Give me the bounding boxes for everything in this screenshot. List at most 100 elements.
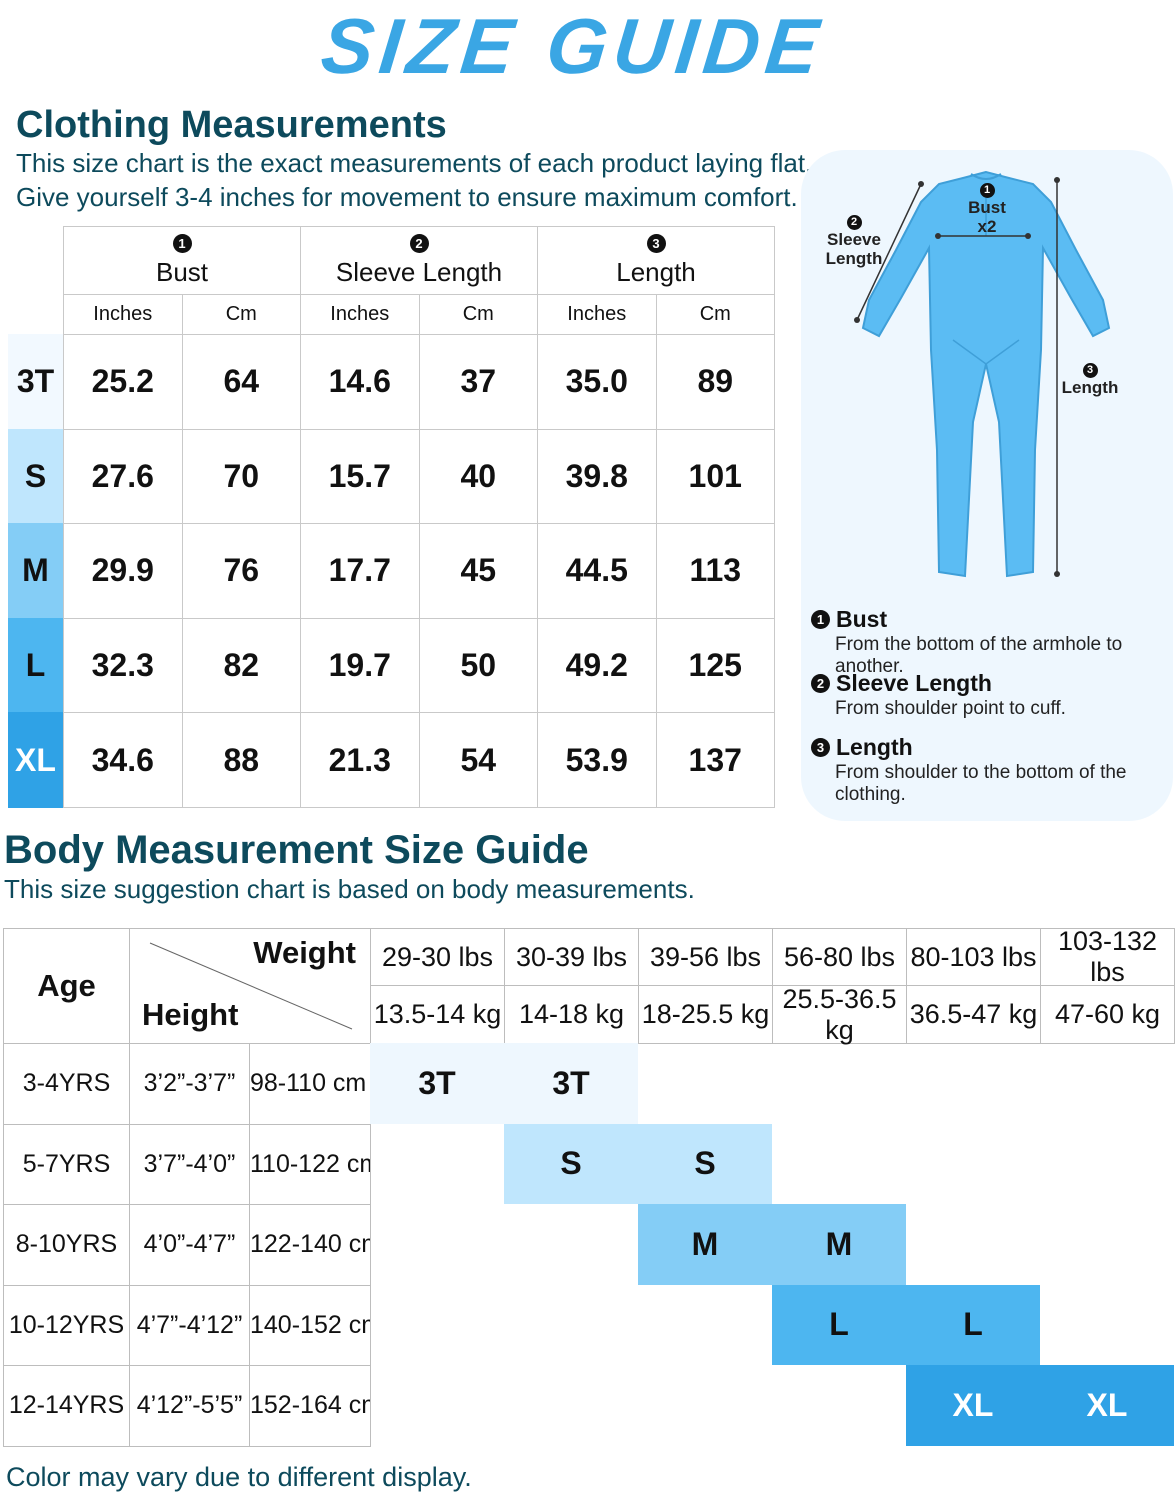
age-cell: 5-7YRS (3, 1123, 130, 1205)
clothing-value-cell: 64 (181, 334, 301, 430)
clothing-desc-line2: Give yourself 3-4 inches for movement to… (16, 182, 798, 212)
weight-kg-header: 36.5-47 kg (906, 985, 1041, 1044)
clothing-unit-header: Cm (418, 294, 538, 335)
clothing-value-cell: 101 (655, 428, 775, 525)
bust-multiplier: x2 (977, 217, 997, 236)
legend-title: 2 Sleeve Length (811, 670, 992, 697)
weight-label: Weight (253, 935, 356, 970)
weight-kg-header: 13.5-14 kg (370, 985, 505, 1044)
size-fill-cell: L (772, 1284, 906, 1365)
weight-kg-header: 14-18 kg (504, 985, 639, 1044)
clothing-value-cell: 45 (418, 523, 538, 619)
legend-title-text: Bust (836, 606, 888, 632)
clothing-value-cell: 37 (418, 334, 538, 430)
clothing-desc-line1: This size chart is the exact measurement… (16, 148, 813, 178)
clothing-value-cell: 76 (181, 523, 301, 619)
age-cell: 8-10YRS (3, 1204, 130, 1286)
clothing-value-cell: 29.9 (63, 523, 183, 619)
clothing-size-label: 3T (8, 334, 63, 430)
length-number-icon: 3 (1082, 363, 1098, 378)
bust-number-icon: 1 (979, 183, 995, 198)
clothing-value-cell: 19.7 (300, 617, 420, 714)
measure-number-icon: 1 (172, 233, 192, 253)
size-fill-cell: S (504, 1123, 638, 1204)
clothing-size-label: L (8, 617, 63, 714)
legend-title-text: Length (836, 734, 913, 760)
sleeve-line (856, 183, 922, 321)
legend-desc: From the bottom of the armhole to anothe… (835, 634, 1123, 677)
bust-label-text: Bust (968, 198, 1006, 217)
size-fill-cell: M (638, 1204, 772, 1285)
clothing-value-cell: 21.3 (300, 712, 420, 808)
height-ft-cell: 3’2”-3’7” (129, 1043, 250, 1125)
weight-lbs-header: 103-132 lbs (1040, 926, 1175, 987)
weight-lbs-header: 80-103 lbs (906, 928, 1041, 986)
size-fill-cell: XL (1040, 1365, 1174, 1446)
body-heading: Body Measurement Size Guide (4, 828, 589, 872)
clothing-value-cell: 17.7 (300, 523, 420, 619)
age-cell: 12-14YRS (3, 1365, 130, 1447)
clothing-value-cell: 44.5 (537, 523, 657, 619)
measure-number-icon: 2 (409, 233, 429, 253)
clothing-value-cell: 70 (181, 428, 301, 525)
age-header: Age (3, 928, 130, 1044)
height-label: Height (142, 997, 239, 1032)
page-title: SIZE GUIDE (317, 2, 829, 90)
size-fill-cell: 3T (504, 1043, 638, 1124)
legend-number-icon: 1 (811, 610, 830, 629)
clothing-value-cell: 14.6 (300, 334, 420, 430)
clothing-value-cell: 50 (418, 617, 538, 714)
clothing-value-cell: 49.2 (537, 617, 657, 714)
clothing-unit-header: Inches (63, 294, 183, 335)
length-label-text: Length (1061, 378, 1119, 397)
bust-label-diagram: 1 Bust x2 (961, 178, 1013, 236)
weight-kg-header: 25.5-36.5 kg (772, 984, 907, 1045)
height-cm-cell: 140-152 cm (249, 1284, 371, 1366)
height-cm-cell: 110-122 cm (249, 1123, 371, 1205)
length-label-diagram: 3 Length (1059, 358, 1121, 397)
garment-diagram-panel: 1 Bust x2 2 Sleeve Length 3 Length 1 Bust… (801, 150, 1173, 821)
body-desc: This size suggestion chart is based on b… (4, 874, 695, 904)
weight-lbs-header: 29-30 lbs (370, 928, 505, 986)
sleeve-number-icon: 2 (846, 215, 862, 230)
clothing-size-label: XL (8, 712, 63, 808)
legend-desc: From shoulder to the bottom of the cloth… (835, 762, 1127, 805)
weight-kg-header: 47-60 kg (1040, 985, 1175, 1044)
legend-title: 3 Length (811, 734, 913, 761)
size-fill-cell: M (772, 1204, 906, 1285)
clothing-unit-header: Cm (181, 294, 301, 335)
legend-title: 1 Bust (811, 606, 887, 633)
clothing-group-header: 2 Sleeve Length (300, 226, 538, 295)
age-cell: 10-12YRS (3, 1284, 130, 1366)
clothing-value-cell: 88 (181, 712, 301, 808)
sleeve-label-text-1: Sleeve (827, 230, 881, 249)
height-ft-cell: 3’7”-4’0” (129, 1123, 250, 1205)
clothing-value-cell: 39.8 (537, 428, 657, 525)
clothing-value-cell: 40 (418, 428, 538, 525)
clothing-value-cell: 34.6 (63, 712, 183, 808)
clothing-group-label: Bust (155, 256, 209, 287)
clothing-value-cell: 54 (418, 712, 538, 808)
clothing-size-label: S (8, 428, 63, 525)
clothing-value-cell: 82 (181, 617, 301, 714)
legend-number-icon: 2 (811, 674, 830, 693)
clothing-value-cell: 27.6 (63, 428, 183, 525)
size-fill-cell: XL (906, 1365, 1040, 1446)
footer-note: Color may vary due to different display. (6, 1462, 472, 1492)
clothing-value-cell: 113 (655, 523, 775, 619)
weight-height-header: Weight Height (129, 928, 371, 1044)
weight-lbs-header: 56-80 lbs (772, 928, 907, 986)
clothing-value-cell: 89 (655, 334, 775, 430)
legend-title-text: Sleeve Length (836, 670, 992, 696)
clothing-unit-header: Cm (655, 294, 775, 335)
clothing-size-label: M (8, 523, 63, 619)
height-cm-cell: 152-164 cm (249, 1365, 371, 1447)
clothing-value-cell: 53.9 (537, 712, 657, 808)
clothing-value-cell: 35.0 (537, 334, 657, 430)
height-ft-cell: 4’7”-4’12” (129, 1284, 250, 1366)
age-cell: 3-4YRS (3, 1043, 130, 1125)
clothing-unit-header: Inches (300, 294, 420, 335)
weight-kg-header: 18-25.5 kg (638, 985, 773, 1044)
clothing-group-label: Sleeve Length (335, 256, 503, 287)
height-cm-cell: 122-140 cm (249, 1204, 371, 1286)
